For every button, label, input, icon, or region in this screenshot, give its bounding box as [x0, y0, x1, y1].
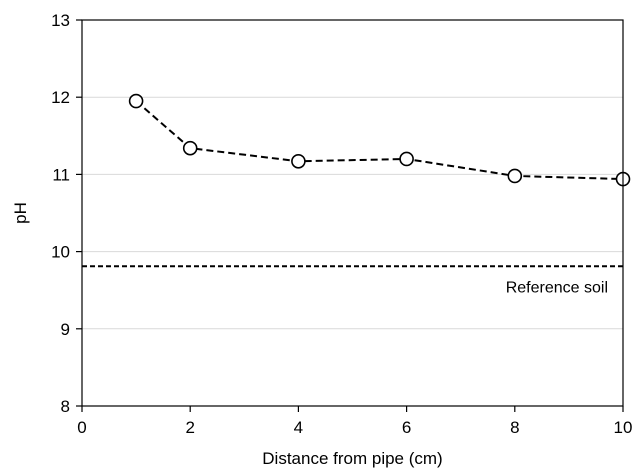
data-point: [399, 151, 414, 167]
gridlines: [82, 96, 623, 330]
y-tick-label: 13: [51, 11, 70, 30]
x-axis-title: Distance from pipe (cm): [262, 449, 442, 468]
y-tick-label: 11: [52, 165, 70, 184]
x-tick-label: 2: [185, 418, 194, 437]
axes: [76, 19, 624, 412]
data-point: [182, 140, 198, 156]
plot-frame: [81, 19, 624, 407]
x-tick-label: 6: [402, 418, 411, 437]
reference-line-group: Reference soil: [82, 265, 623, 296]
y-tick-label: 12: [51, 88, 70, 107]
data-point: [507, 168, 523, 184]
series-line: [135, 100, 624, 181]
tick-labels: 8 9 10 11 12 13 0 2 4 6 8 10: [51, 11, 632, 437]
reference-line-label: Reference soil: [506, 279, 608, 296]
x-tick-label: 8: [510, 418, 519, 437]
x-tick-label: 10: [614, 418, 633, 437]
y-axis-title: pH: [11, 202, 30, 224]
x-tick-label: 0: [77, 418, 86, 437]
y-tick-label: 8: [61, 397, 70, 416]
series-group: [128, 93, 631, 187]
y-tick-label: 9: [61, 320, 70, 339]
x-tick-label: 4: [294, 418, 303, 437]
y-tick-label: 10: [51, 243, 70, 262]
data-point: [291, 153, 306, 169]
data-point: [128, 93, 144, 109]
